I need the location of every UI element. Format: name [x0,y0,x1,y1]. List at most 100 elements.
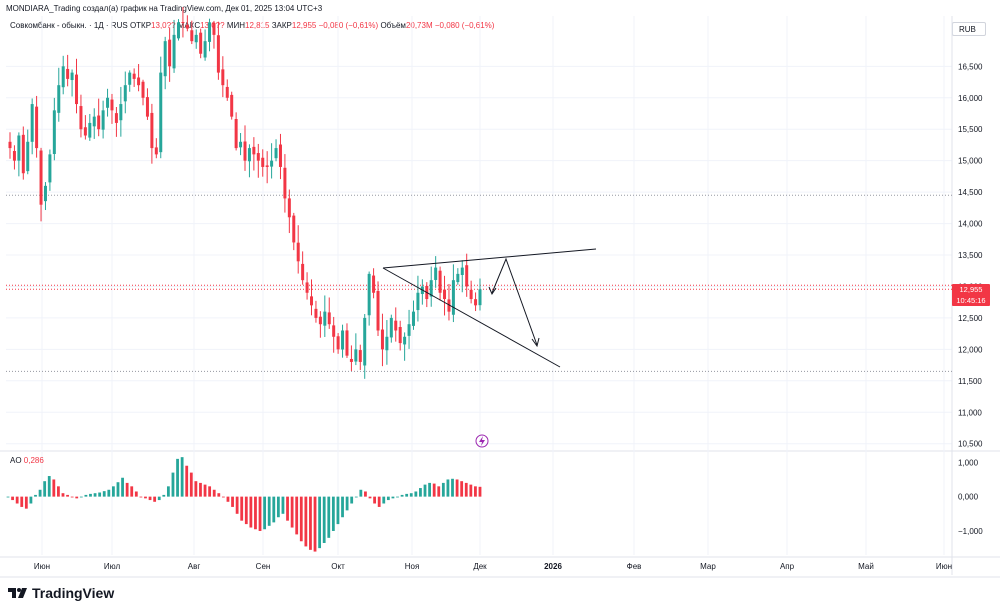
ao-bar [295,496,299,535]
price-tick-label: 15,000 [958,157,983,166]
candle-body [230,94,234,117]
ao-bar [171,472,175,497]
ao-bar [235,496,239,514]
candle-body [323,311,327,326]
horizontal-levels [6,194,952,372]
candle-body [35,106,39,149]
ao-bar [139,496,143,498]
ao-bar [400,494,404,497]
candle-body [194,34,198,43]
ao-bar [327,496,331,538]
ao-bar [134,491,138,497]
candle-body [88,122,92,138]
symbol-legend: Совкомбанк - обыкн. · 1Д · RUS ОТКР13,0?… [10,21,494,30]
candle-body [216,35,220,73]
candle-body [48,154,52,183]
currency-button[interactable]: RUB [952,22,986,36]
ao-bar [364,491,367,497]
candle-body [70,72,74,81]
ao-histogram [6,457,482,552]
ao-bar [70,496,74,498]
ao-bar [203,484,207,497]
candle-body [465,265,469,287]
candle-body [310,296,314,306]
ao-bar [254,496,257,530]
tradingview-footer[interactable]: TradingView [8,585,114,601]
candle-body [372,275,376,293]
time-tick-label: Сен [256,562,271,571]
ao-bar [20,496,24,507]
price-tick-label: 14,500 [958,188,983,197]
last-price-value: 12,955 [959,285,983,294]
ao-bar [130,486,134,497]
candle-body [66,68,70,79]
candle-body [292,215,296,243]
ao-bar [121,477,124,497]
time-axis: Июн Июл Авг Сен Окт Ноя Дек 2026 Фев Мар Апр Май Июн [34,562,952,571]
ao-bar [75,496,79,499]
candle-body [403,336,407,345]
ao-bar [345,496,349,511]
ao-bar [432,483,436,497]
candle-body [123,85,127,102]
ao-bar [240,496,244,521]
candle-body [17,135,21,161]
candle-body [278,144,282,167]
ao-bar [61,493,65,497]
candle-body [208,22,212,42]
candle-body [283,167,287,199]
candle-body [176,22,180,39]
ao-bar [455,479,459,497]
candle-body [225,86,229,98]
volume-change: −0,080 (−0,61%) [434,21,495,30]
ao-bar [176,458,179,497]
support-trendline [382,267,561,368]
ao-bar [309,496,312,550]
candle-body [181,22,185,24]
ao-bar [341,496,344,518]
ao-bar [43,481,47,497]
candle-body [349,358,353,362]
ao-bar [386,496,390,501]
ao-bar [409,493,413,497]
ao-bar [107,489,111,497]
candle-body [296,242,300,262]
brand-label: TradingView [32,585,115,601]
ao-bar [359,489,363,497]
ao-bar [24,496,28,509]
candle-body [394,320,398,331]
ao-bar [38,489,42,497]
ao-bar [382,496,386,504]
candle-body [376,290,380,331]
candle-body [43,185,47,202]
ao-bar [162,494,166,497]
candle-body [243,141,247,161]
ao-bar [29,496,33,504]
symbol-name[interactable]: Совкомбанк - обыкн. · 1Д · RUS [10,21,128,30]
candle-body [239,141,243,148]
ao-bar [189,472,193,497]
ao-value: 0,286 [23,456,44,465]
ao-tick-label: −1,000 [958,527,983,536]
candle-body [478,289,482,306]
candle-body [443,289,447,300]
ao-bar [194,481,198,497]
candle-body [132,73,136,79]
ao-bar [350,496,354,504]
candle-body [110,99,114,111]
candle-body [21,134,25,174]
candle-body [287,198,291,218]
projection-arrowhead [531,337,540,348]
ao-bar [226,496,230,502]
ao-bar [336,496,340,525]
price-tick-label: 14,000 [958,220,983,229]
candle-body [327,312,331,325]
candle-body [265,165,269,167]
time-tick-label: Июл [104,562,121,571]
ao-bar [144,496,147,499]
ao-bar [212,489,216,497]
candle-body [168,39,172,67]
ao-bar [299,496,303,542]
ao-bar [116,482,120,497]
